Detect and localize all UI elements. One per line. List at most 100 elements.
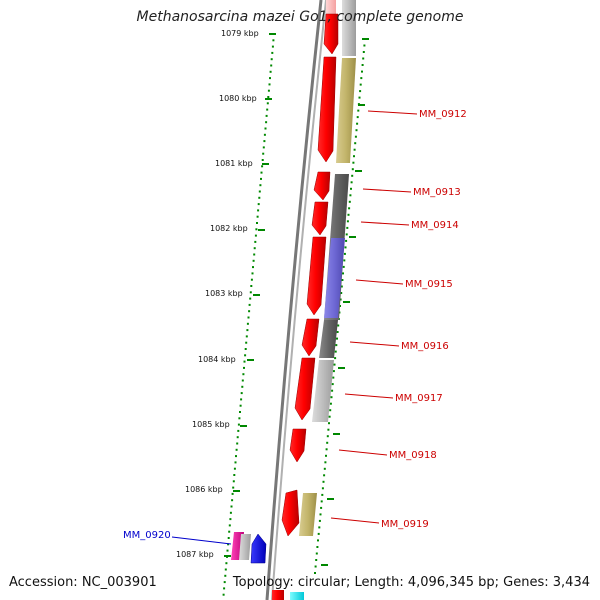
guide-dot: [271, 51, 274, 54]
guide-dot: [314, 572, 316, 574]
guide-dot: [258, 190, 261, 193]
guide-dot: [334, 350, 337, 353]
guide-dot: [342, 265, 345, 268]
tick-mark: [233, 490, 240, 492]
gene-feature-lightgray[interactable]: [239, 534, 251, 560]
guide-dot: [321, 493, 324, 496]
gene-track-outer: [290, 0, 356, 600]
gene-feature-cyan[interactable]: [290, 592, 304, 600]
guide-dot: [354, 142, 357, 145]
guide-dot: [229, 518, 232, 521]
guide-dot: [245, 341, 248, 344]
gene-label-mm-0913[interactable]: MM_0913: [413, 187, 461, 198]
gene-arrow-red[interactable]: [313, 171, 331, 201]
gene-feature-lightgray[interactable]: [342, 0, 356, 56]
guide-dot: [228, 530, 231, 533]
gene-label-mm-0916[interactable]: MM_0916: [401, 341, 449, 352]
gene-arrow-red[interactable]: [289, 428, 307, 463]
guide-dot: [355, 129, 358, 132]
gene-feature-red[interactable]: [272, 590, 284, 600]
guide-dot: [328, 422, 330, 425]
guide-dot: [362, 51, 365, 53]
label-leader-line: [360, 221, 410, 226]
guide-dot: [329, 402, 332, 405]
guide-dot: [327, 428, 330, 431]
tick-mark: [240, 425, 247, 427]
guide-dot: [335, 344, 338, 347]
guide-dot: [346, 226, 349, 229]
guide-dot: [235, 448, 238, 451]
gene-feature-darkgray[interactable]: [319, 320, 338, 358]
gene-label-mm-0917[interactable]: MM_0917: [395, 393, 443, 404]
guide-dot: [350, 187, 352, 190]
guide-dot: [236, 436, 239, 439]
guide-dot: [237, 423, 240, 426]
guide-dot: [235, 455, 237, 458]
guide-dot: [315, 552, 318, 555]
guide-dot: [233, 474, 236, 476]
gene-arrow-red[interactable]: [281, 489, 300, 537]
guide-dot: [339, 298, 342, 301]
guide-dot: [239, 404, 242, 407]
guide-dot: [247, 316, 250, 319]
guide-dot: [330, 396, 333, 399]
guide-dot: [336, 337, 338, 340]
guide-dot: [263, 133, 266, 136]
guide-dot: [344, 246, 347, 249]
gene-arrow-red[interactable]: [301, 318, 320, 357]
guide-dot: [340, 292, 343, 294]
guide-dot: [316, 546, 319, 548]
guide-dot: [266, 102, 269, 105]
gene-arrow-red[interactable]: [306, 236, 327, 316]
guide-dot: [233, 467, 236, 470]
guide-dot: [317, 532, 320, 535]
guide-dot: [351, 174, 354, 177]
guide-dot: [359, 90, 362, 93]
guide-dot: [333, 363, 336, 366]
gene-feature-khaki[interactable]: [336, 58, 356, 163]
gene-feature-khaki[interactable]: [299, 493, 317, 536]
guide-dot: [343, 252, 346, 255]
guide-dot: [326, 441, 329, 444]
guide-dot: [255, 228, 258, 231]
gene-track-inner: [272, 0, 339, 600]
guide-dot: [356, 122, 359, 125]
tick-mark: [258, 229, 265, 231]
guide-dot: [256, 215, 259, 218]
gene-arrow-red[interactable]: [317, 56, 337, 163]
gene-arrow-red[interactable]: [323, 13, 339, 55]
guide-dot: [322, 480, 325, 483]
guide-dot: [223, 581, 226, 584]
gene-feature-purple[interactable]: [324, 238, 345, 318]
guide-dot: [251, 272, 254, 275]
guide-dot: [240, 398, 243, 401]
guide-dot: [325, 448, 328, 451]
guide-dot: [356, 116, 359, 119]
gene-label-mm-0919[interactable]: MM_0919: [381, 519, 429, 530]
tick-mark: [262, 163, 269, 165]
gene-feature-pink[interactable]: [326, 0, 336, 16]
label-leader-line: [344, 393, 394, 399]
guide-dot: [252, 259, 255, 262]
guide-dot: [266, 108, 269, 111]
guide-dot: [246, 329, 249, 332]
gene-arrow-blue[interactable]: [250, 533, 267, 564]
gene-label-mm-0912[interactable]: MM_0912: [419, 109, 467, 120]
guide-dot: [320, 500, 323, 503]
guide-dot: [346, 220, 349, 223]
gene-feature-lightgray[interactable]: [312, 360, 334, 422]
gene-arrow-red[interactable]: [294, 357, 316, 421]
gene-label-mm-0918[interactable]: MM_0918: [389, 450, 437, 461]
gene-arrow-red[interactable]: [311, 201, 329, 236]
guide-dot: [259, 184, 262, 187]
gene-label-mm-0915[interactable]: MM_0915: [405, 279, 453, 290]
guide-dot: [357, 109, 360, 112]
label-leader-line: [349, 341, 400, 347]
guide-dot: [245, 335, 248, 338]
label-leader-line: [367, 110, 418, 115]
gene-label-mm-0920[interactable]: MM_0920: [123, 530, 171, 541]
guide-dot: [228, 524, 231, 527]
gene-label-mm-0914[interactable]: MM_0914: [411, 220, 459, 231]
guide-dot: [261, 159, 264, 161]
